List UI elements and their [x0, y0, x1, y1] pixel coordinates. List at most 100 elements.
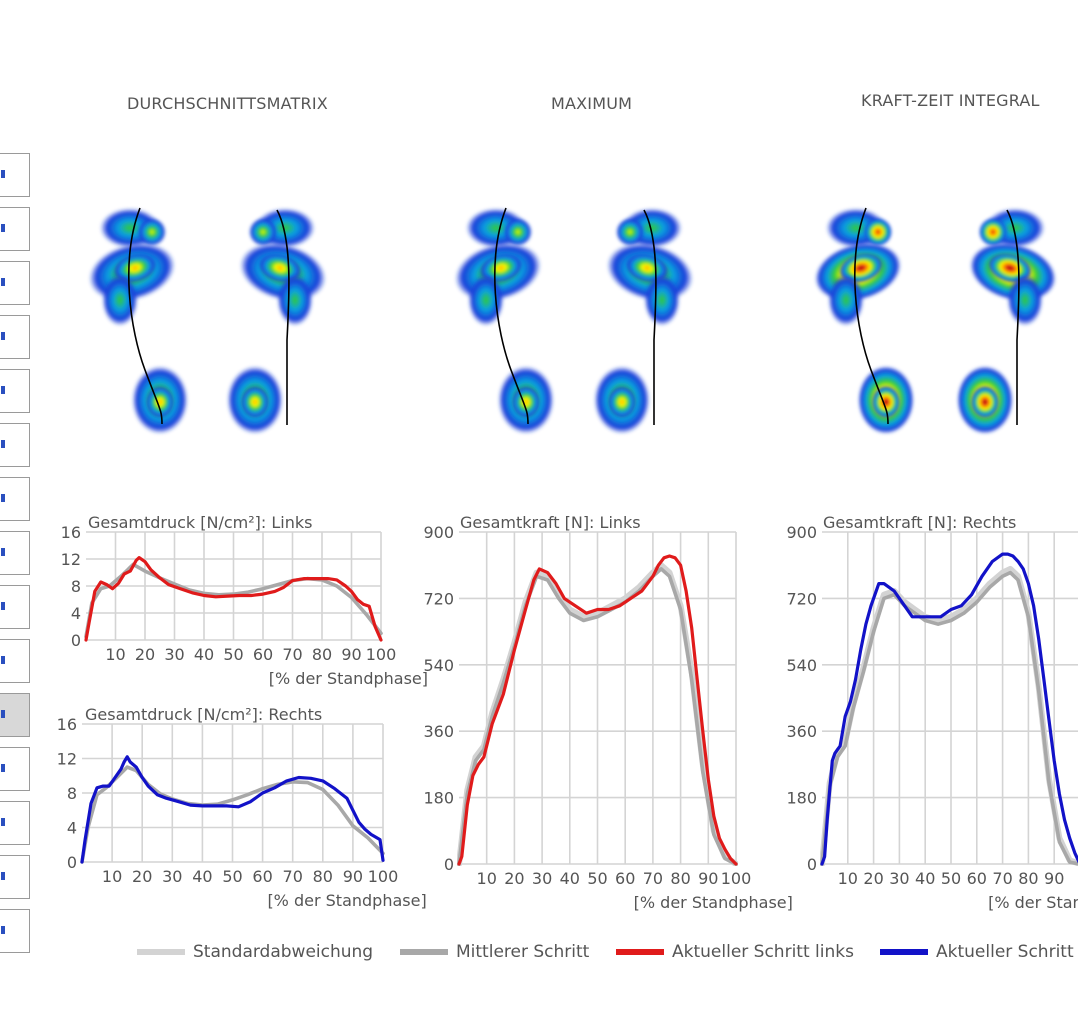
- sidebar-button-8[interactable]: [0, 531, 30, 575]
- sidebar-button-icon: [1, 494, 5, 502]
- right-foot-avg-heel-peak: [241, 386, 269, 418]
- legend-label: Mittlerer Schritt: [456, 942, 590, 962]
- x-tick-label: 100: [366, 645, 397, 664]
- x-tick-label: 10: [102, 867, 122, 886]
- y-tick-label: 720: [423, 589, 454, 608]
- sidebar-button-12[interactable]: [0, 747, 30, 791]
- sidebar-button-2[interactable]: [0, 207, 30, 251]
- legend-item: Standardabweichung: [137, 941, 373, 963]
- sidebar-button-icon: [1, 872, 5, 880]
- sidebar-button-15[interactable]: [0, 909, 30, 953]
- series-line-aktueller-schritt-links: [84, 556, 383, 642]
- x-tick-label: 90: [698, 869, 718, 888]
- x-tick-label: 60: [253, 645, 273, 664]
- sidebar-button-4[interactable]: [0, 315, 30, 359]
- sidebar-button-icon: [1, 548, 5, 556]
- sidebar-button-icon: [1, 278, 5, 286]
- sidebar-button-11[interactable]: [0, 693, 30, 737]
- x-axis-label: [% der Standphase]: [267, 891, 426, 910]
- y-tick-label: 0: [71, 631, 81, 650]
- y-tick-label: 720: [786, 589, 817, 608]
- right-foot-int-midfoot: [1007, 274, 1043, 326]
- x-tick-label: 20: [863, 869, 883, 888]
- sidebar-button-3[interactable]: [0, 261, 30, 305]
- legend-swatch: [616, 949, 664, 955]
- x-tick-label: 100: [721, 869, 752, 888]
- sidebar-button-icon: [1, 710, 5, 718]
- y-tick-label: 0: [444, 855, 454, 874]
- x-tick-label: 20: [504, 869, 524, 888]
- pressure-heatmaps: [88, 207, 1057, 434]
- x-tick-label: 40: [915, 869, 935, 888]
- x-tick-label: 30: [889, 869, 909, 888]
- sidebar-button-icon: [1, 440, 5, 448]
- x-tick-label: 70: [282, 645, 302, 664]
- center-of-pressure-line: [128, 207, 163, 425]
- left-foot-int-hallux: [864, 218, 892, 246]
- legend-label: Aktueller Schritt links: [672, 942, 854, 962]
- y-tick-label: 0: [807, 855, 817, 874]
- y-tick-label: 8: [71, 577, 81, 596]
- sidebar-button-7[interactable]: [0, 477, 30, 521]
- series-line-mittlerer-schritt: [457, 567, 738, 866]
- x-tick-label: 80: [312, 645, 332, 664]
- sidebar-button-icon: [1, 818, 5, 826]
- sidebar-button-icon: [1, 332, 5, 340]
- x-tick-label: 70: [643, 869, 663, 888]
- x-tick-label: 90: [343, 867, 363, 886]
- chart-1: 0 4 8 12 16 10 20 30 40 50 60 70 80 90 100 Gesamtdruck …: [61, 513, 428, 688]
- x-tick-label: 30: [164, 645, 184, 664]
- y-tick-label: 900: [786, 523, 817, 542]
- y-tick-label: 4: [67, 819, 77, 838]
- sidebar-button-14[interactable]: [0, 855, 30, 899]
- left-foot-avg-heel-peak: [146, 386, 174, 418]
- legend-swatch: [137, 949, 185, 955]
- y-tick-label: 360: [423, 722, 454, 741]
- left-foot-avg-hallux: [138, 218, 166, 246]
- legend-label: Standardabweichung: [193, 942, 374, 962]
- x-tick-label: 90: [1044, 869, 1064, 888]
- sidebar-button-9[interactable]: [0, 585, 30, 629]
- right-foot-max-midfoot: [644, 274, 680, 326]
- series-line-aktueller-schritt-rechts: [80, 755, 385, 864]
- legend-item: Aktueller Schritt links: [616, 941, 854, 963]
- chart-2: 0 4 8 12 16 10 20 30 40 50 60 70 80 90 100 Gesamtdruck …: [57, 705, 427, 910]
- center-of-pressure-line: [494, 207, 529, 425]
- legend-item: Aktueller Schritt r: [880, 941, 1078, 963]
- x-tick-label: 70: [283, 867, 303, 886]
- series-line-aktueller-schritt-rechts: [820, 552, 1078, 866]
- y-tick-label: 540: [423, 656, 454, 675]
- x-tick-label: 30: [532, 869, 552, 888]
- sidebar-button-1[interactable]: [0, 153, 30, 197]
- x-tick-label: 20: [135, 645, 155, 664]
- x-tick-label: 80: [313, 867, 333, 886]
- sidebar-button-icon: [1, 764, 5, 772]
- header-average-matrix: DURCHSCHNITTSMATRIX: [127, 94, 328, 113]
- center-of-pressure-line: [276, 209, 290, 425]
- sidebar-button-13[interactable]: [0, 801, 30, 845]
- x-tick-label: 60: [615, 869, 635, 888]
- right-foot-avg-hallux: [249, 218, 277, 246]
- center-of-pressure-line: [643, 209, 657, 425]
- x-tick-label: 10: [477, 869, 497, 888]
- chart-title: Gesamtdruck [N/cm²]: Links: [88, 513, 312, 532]
- chart-3: 0 180 360 540 720 900 10 20 30 40 50 60 70 80 90 100 Ges…: [423, 513, 792, 912]
- sidebar-button-10[interactable]: [0, 639, 30, 683]
- series-line-aktueller-schritt-links: [457, 554, 738, 866]
- sidebar-button-icon: [1, 656, 5, 664]
- y-tick-label: 12: [61, 550, 81, 569]
- right-foot-max-hallux: [616, 218, 644, 246]
- legend-item: Mittlerer Schritt: [400, 941, 589, 963]
- sidebar-button-5[interactable]: [0, 369, 30, 413]
- x-tick-label: 60: [252, 867, 272, 886]
- x-tick-label: 80: [670, 869, 690, 888]
- sidebar-button-icon: [1, 224, 5, 232]
- left-foot-int-heel-peak: [872, 386, 900, 418]
- x-axis-label: [% der Standphase]: [634, 893, 793, 912]
- x-tick-label: 10: [838, 869, 858, 888]
- sidebar-button-6[interactable]: [0, 423, 30, 467]
- y-tick-label: 0: [67, 853, 77, 872]
- right-foot-avg-midfoot: [277, 274, 313, 326]
- legend-label: Aktueller Schritt r: [936, 942, 1078, 962]
- left-foot-max-heel-peak: [512, 386, 540, 418]
